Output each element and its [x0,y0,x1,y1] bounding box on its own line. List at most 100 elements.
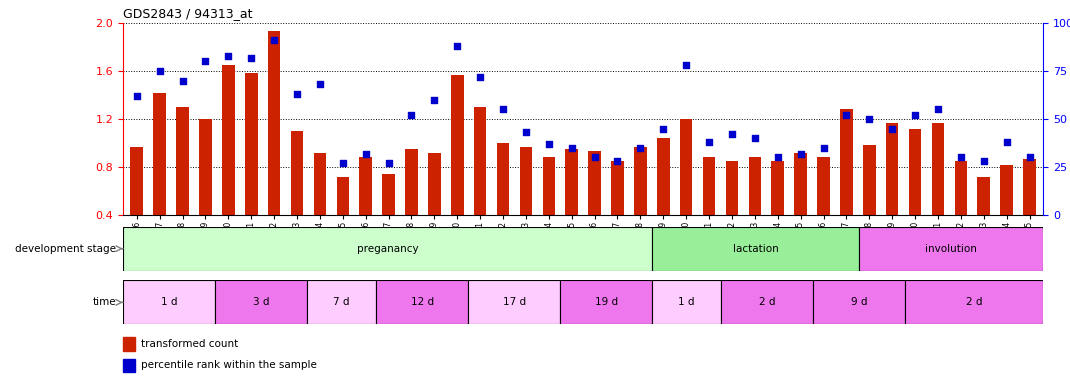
Bar [123,359,135,372]
Bar [817,157,830,263]
Bar [474,107,487,263]
Bar [721,280,813,324]
Text: GDS2843 / 94313_at: GDS2843 / 94313_at [123,7,253,20]
Bar [469,280,561,324]
Bar [223,65,234,263]
Bar [245,73,258,263]
Bar [653,280,721,324]
Bar [886,122,899,263]
Text: 2 d: 2 d [759,297,776,308]
Point [219,53,236,59]
Text: lactation: lactation [733,243,779,254]
Bar [199,119,212,263]
Bar [520,147,532,263]
Bar [291,131,303,263]
Point [448,43,465,49]
Bar [908,129,921,263]
Bar [1000,165,1013,263]
Bar [932,122,944,263]
Bar [131,147,143,263]
Point [380,160,397,166]
Bar [123,280,215,324]
Text: 1 d: 1 d [678,297,694,308]
Point [998,139,1015,145]
Bar [542,157,555,263]
Point [792,151,809,157]
Point [701,139,718,145]
Point [930,106,947,113]
Bar [840,109,853,263]
Bar [611,161,624,263]
Bar [428,152,441,263]
Point [631,145,648,151]
Bar [749,157,761,263]
Text: transformed count: transformed count [140,339,238,349]
Point [1021,154,1038,161]
Point [174,78,192,84]
Point [518,129,535,136]
Point [609,158,626,164]
Point [311,81,328,88]
Point [128,93,146,99]
Bar [771,161,784,263]
Text: development stage: development stage [15,243,117,254]
Point [952,154,969,161]
Bar [725,161,738,263]
Point [723,131,740,137]
Point [289,91,306,97]
Text: 1 d: 1 d [160,297,178,308]
Point [860,116,877,122]
Point [769,154,786,161]
Point [151,68,168,74]
Point [655,126,672,132]
Point [586,154,603,161]
Bar [307,280,377,324]
Point [975,158,992,164]
Bar [794,152,807,263]
Point [838,112,855,118]
Point [746,135,763,141]
Point [357,151,374,157]
Bar [177,107,189,263]
Point [884,126,901,132]
Bar [859,227,1043,271]
Bar [863,146,875,263]
Point [197,58,214,65]
Point [815,145,832,151]
Bar [314,152,326,263]
Text: preganancy: preganancy [356,243,418,254]
Text: 19 d: 19 d [595,297,617,308]
Text: 9 d: 9 d [851,297,868,308]
Bar [977,177,990,263]
Text: 7 d: 7 d [334,297,350,308]
Bar [382,174,395,263]
Bar [215,280,307,324]
Point [563,145,580,151]
Bar [703,157,716,263]
Bar [635,147,646,263]
Bar [406,149,417,263]
Bar [360,157,372,263]
Text: 17 d: 17 d [503,297,525,308]
Point [243,55,260,61]
Point [494,106,511,113]
Bar [954,161,967,263]
Point [677,62,694,68]
Text: 12 d: 12 d [411,297,433,308]
Text: 2 d: 2 d [966,297,982,308]
Bar [336,177,349,263]
Text: 3 d: 3 d [253,297,270,308]
Point [265,37,282,43]
Bar [565,149,578,263]
Point [334,160,351,166]
Bar [123,227,653,271]
Bar [123,338,135,351]
Bar [377,280,469,324]
Bar [450,74,463,263]
Bar [561,280,653,324]
Bar [268,31,280,263]
Point [540,141,557,147]
Text: percentile rank within the sample: percentile rank within the sample [140,360,317,370]
Bar [813,280,905,324]
Bar [1023,159,1036,263]
